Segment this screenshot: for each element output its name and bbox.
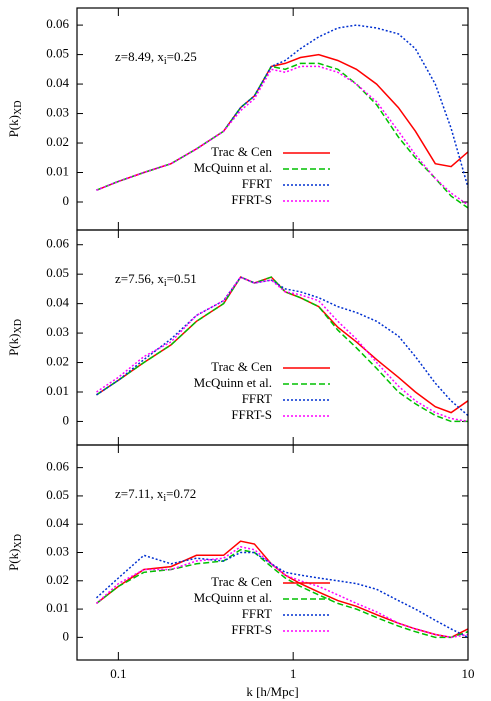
annotation-sub: i bbox=[164, 278, 167, 289]
series-line bbox=[96, 276, 468, 414]
y-tick-label: 0.04 bbox=[46, 515, 69, 530]
annotation-part: =0.72 bbox=[166, 486, 196, 501]
legend-label: FFRT bbox=[242, 391, 272, 406]
plot-frame bbox=[76, 7, 469, 231]
y-tick-label: 0 bbox=[63, 412, 70, 427]
y-axis-label: P(k)XD bbox=[6, 534, 24, 571]
y-tick-label: 0 bbox=[63, 628, 70, 643]
series-line bbox=[96, 276, 468, 423]
annotation-part: =0.25 bbox=[167, 49, 197, 64]
y-tick-label: 0.04 bbox=[46, 295, 69, 310]
annotation-sub: i bbox=[163, 493, 166, 504]
y-tick-label: 0.06 bbox=[46, 459, 69, 474]
x-tick-label: 10 bbox=[462, 666, 475, 681]
y-tick-label: 0.02 bbox=[46, 134, 69, 149]
panel: 0 0.01 0.02 0.03 0.04 0.05 0.06 0.1 1 10 k [h/Mpc]… bbox=[6, 444, 475, 699]
legend-label: FFRT-S bbox=[231, 407, 272, 422]
y-tick-label: 0.05 bbox=[46, 46, 69, 61]
series-line bbox=[96, 62, 468, 209]
series-line bbox=[96, 540, 468, 639]
y-tick-label: 0.03 bbox=[46, 324, 69, 339]
y-label-sub: XD bbox=[13, 101, 24, 115]
y-tick-label: 0 bbox=[63, 193, 70, 208]
legend-label: FFRT bbox=[242, 176, 272, 191]
legend-label: Trac & Cen bbox=[211, 574, 272, 589]
y-tick-label: 0.05 bbox=[46, 487, 69, 502]
plot-frame bbox=[76, 444, 469, 661]
annotation: z=7.56, xi=0.51 bbox=[115, 271, 197, 289]
y-label-sub: XD bbox=[13, 319, 24, 333]
y-tick-label: 0.02 bbox=[46, 572, 69, 587]
series-line bbox=[95, 546, 468, 639]
panel: 0 0.01 0.02 0.03 0.04 0.05 0.06 P(k)XD z=7.56, x… bbox=[6, 229, 469, 446]
x-tick-label: 0.1 bbox=[110, 666, 126, 681]
y-tick-label: 0.03 bbox=[46, 543, 69, 558]
y-tick-label: 0.06 bbox=[46, 16, 69, 31]
y-tick-label: 0.01 bbox=[46, 383, 69, 398]
series-group bbox=[95, 540, 468, 639]
series-line bbox=[96, 276, 468, 417]
legend-label: McQuinn et al. bbox=[194, 590, 272, 605]
y-tick-label: 0.01 bbox=[46, 600, 69, 615]
y-tick-label: 0.02 bbox=[46, 354, 69, 369]
series-line bbox=[96, 276, 468, 423]
y-label-main: P(k) bbox=[6, 115, 21, 137]
y-tick-label: 0.03 bbox=[46, 105, 69, 120]
x-axis-label: k [h/Mpc] bbox=[246, 684, 298, 699]
annotation-part: z=8.49, x bbox=[115, 49, 164, 64]
y-label-main: P(k) bbox=[6, 334, 21, 356]
series-group bbox=[96, 24, 468, 209]
legend-label: FFRT bbox=[242, 606, 272, 621]
y-tick-label: 0.01 bbox=[46, 163, 69, 178]
panel: 0 0.01 0.02 0.03 0.04 0.05 0.06 P(k)XD z=8.49, x… bbox=[6, 7, 469, 231]
series-line bbox=[96, 548, 468, 639]
y-label-main: P(k) bbox=[6, 549, 21, 571]
legend-label: FFRT-S bbox=[231, 622, 272, 637]
plot-frame bbox=[76, 229, 469, 446]
annotation: z=8.49, xi=0.25 bbox=[115, 49, 197, 67]
y-tick-label: 0.05 bbox=[46, 265, 69, 280]
y-axis-label: P(k)XD bbox=[6, 101, 24, 138]
annotation-sub: i bbox=[164, 56, 167, 67]
annotation-part: z=7.56, x bbox=[115, 271, 164, 286]
legend-label: McQuinn et al. bbox=[194, 160, 272, 175]
legend-label: Trac & Cen bbox=[211, 359, 272, 374]
y-label-sub: XD bbox=[13, 534, 24, 548]
y-tick-label: 0.06 bbox=[46, 236, 69, 251]
series-line bbox=[95, 551, 468, 639]
y-tick-label: 0.04 bbox=[46, 75, 69, 90]
annotation: z=7.11, xi=0.72 bbox=[115, 486, 196, 504]
series-line bbox=[96, 65, 468, 206]
series-group bbox=[96, 276, 468, 423]
legend-label: FFRT-S bbox=[231, 192, 272, 207]
annotation-part: =0.51 bbox=[167, 271, 197, 286]
legend-label: McQuinn et al. bbox=[194, 375, 272, 390]
x-tick-label: 1 bbox=[290, 666, 297, 681]
legend-label: Trac & Cen bbox=[211, 144, 272, 159]
y-axis-label: P(k)XD bbox=[6, 319, 24, 356]
annotation-part: z=7.11, x bbox=[115, 486, 164, 501]
